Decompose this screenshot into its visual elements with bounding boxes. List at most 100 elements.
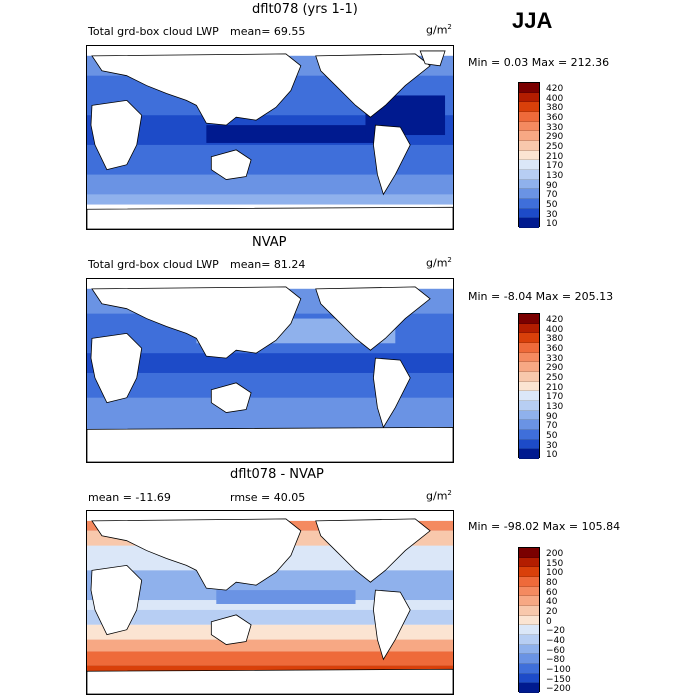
panel-1-map [86, 45, 454, 230]
panel-3-colorbar-swatch [519, 567, 539, 577]
panel-2-colorbar-swatch [519, 391, 539, 401]
panel-3-landmass-eurasia [91, 518, 302, 591]
panel-2-colorbar-tick: 360 [546, 344, 564, 354]
panel-2-mean: mean= 81.24 [230, 258, 306, 271]
panel-3-colorbar-swatch [519, 644, 539, 655]
panel-3-units: g/m2 [426, 489, 452, 503]
panel-3-landmass-australia [210, 614, 252, 645]
panel-2-colorbar-tick: 400 [546, 324, 564, 335]
panel-1-colorbar-tick: 70 [546, 190, 558, 201]
panel-1-colorbar-swatch [519, 131, 539, 141]
panel-1-colorbar-tick: 380 [546, 103, 564, 114]
panel-2-colorbar-tick: 380 [546, 334, 564, 345]
season-label: JJA [512, 8, 553, 33]
panel-1-colorbar-tick: 420 [546, 84, 564, 94]
panel-3-colorbar-tick: −20 [546, 626, 565, 637]
panel-3-colorbar-tick: 100 [546, 568, 564, 579]
panel-2-colorbar-swatch [519, 400, 539, 411]
panel-1-colorbar-tick: 170 [546, 161, 564, 172]
panel-2-colorbar-swatch [519, 362, 539, 372]
panel-2-colorbar-swatch [519, 371, 539, 382]
panel-2-colorbar-tick: 420 [546, 315, 564, 325]
panel-2-colorbar-tick: 290 [546, 363, 564, 374]
panel-3-map [86, 510, 454, 695]
panel-1-colorbar-swatch [519, 189, 539, 199]
panel-2-colorbar-swatch [519, 352, 539, 363]
panel-3-landmass-north-america [315, 518, 431, 583]
panel-3-colorbar-swatch [519, 673, 539, 684]
panel-2-colorbar-tick: 130 [546, 402, 564, 412]
panel-3-mean: mean = -11.69 [88, 491, 171, 504]
panel-1-title: dflt078 (yrs 1-1) [252, 2, 358, 17]
panel-2-colorbar-swatch [519, 439, 539, 450]
panel-3-colorbar-tick: −200 [546, 684, 571, 695]
panel-2-landmass-north-america [315, 286, 431, 351]
panel-3-landmass-south-america [373, 589, 411, 661]
panel-3-colorbar-tick: 150 [546, 558, 564, 569]
panel-2-colorbar-tick: 30 [546, 440, 558, 451]
panel-1-landmass-south-america [373, 124, 411, 196]
panel-3-colorbar-swatch [519, 663, 539, 674]
panel-3-colorbar-tick: −60 [546, 645, 565, 656]
panel-1-colorbar-swatch [519, 169, 539, 180]
panel-1-colorbar-tick: 90 [546, 180, 558, 191]
panel-3-colorbar [518, 547, 540, 693]
panel-2-landmass-africa [90, 332, 143, 404]
panel-2-landmass-south-america [373, 357, 411, 429]
panel-1-colorbar-tick: 210 [546, 151, 564, 162]
panel-1-colorbar-swatch [519, 140, 539, 151]
panel-2-colorbar-swatch [519, 333, 539, 343]
panel-1-colorbar-tick: 360 [546, 113, 564, 123]
panel-3-landmass-antarctica [87, 668, 453, 694]
panel-2-colorbar-swatch [519, 323, 539, 334]
panel-2-colorbar-swatch [519, 429, 539, 440]
panel-1-colorbar-tick: 330 [546, 122, 564, 133]
panel-2-colorbar-tick: 170 [546, 392, 564, 403]
panel-1-colorbar-swatch [519, 111, 539, 122]
panel-2-colorbar-tick: 330 [546, 353, 564, 364]
panel-1-colorbar-tick: 290 [546, 132, 564, 143]
panel-3-colorbar-tick: −40 [546, 636, 565, 646]
panel-3-colorbar-swatch [519, 615, 539, 626]
panel-3-colorbar-swatch [519, 605, 539, 616]
panel-3-colorbar-tick: −100 [546, 665, 571, 675]
panel-1-colorbar-swatch [519, 218, 539, 228]
panel-3-colorbar-swatch [519, 557, 539, 568]
panel-1-min-max: Min = 0.03 Max = 212.36 [468, 56, 610, 69]
panel-2-units: g/m2 [426, 256, 452, 270]
panel-1-landmass-eurasia [91, 53, 302, 126]
panel-1-colorbar-swatch [519, 208, 539, 219]
panel-3-colorbar-swatch [519, 548, 539, 558]
panel-3-colorbar-swatch [519, 654, 539, 664]
panel-2-colorbar-swatch [519, 314, 539, 324]
panel-3-colorbar-tick: 20 [546, 607, 558, 617]
panel-2-colorbar-swatch [519, 410, 539, 421]
panel-3-rmse: rmse = 40.05 [230, 491, 306, 504]
panel-1-colorbar-swatch [519, 160, 539, 170]
panel-2-title: NVAP [252, 235, 287, 250]
panel-2-colorbar-tick: 70 [546, 421, 558, 432]
panel-1-landmass-africa [90, 99, 143, 171]
panel-3-min-max: Min = -98.02 Max = 105.84 [468, 520, 621, 533]
panel-2-colorbar-tick: 90 [546, 411, 558, 422]
panel-2-variable-label: Total grd-box cloud LWP [88, 258, 219, 271]
panel-2-min-max: Min = -8.04 Max = 205.13 [468, 290, 614, 303]
panel-3-colorbar-swatch [519, 625, 539, 635]
panel-3-colorbar-swatch [519, 634, 539, 645]
panel-2-colorbar-tick: 10 [546, 450, 558, 461]
panel-1-units: g/m2 [426, 23, 452, 37]
panel-1-landmass-north-america [315, 53, 431, 118]
panel-1-colorbar-tick: 130 [546, 171, 564, 181]
panel-2-landmass-eurasia [91, 286, 302, 359]
panel-1-mean: mean= 69.55 [230, 25, 306, 38]
panel-3-colorbar-swatch [519, 596, 539, 606]
panel-3-colorbar-tick: −150 [546, 674, 571, 685]
panel-1-colorbar-swatch [519, 92, 539, 103]
panel-1-colorbar-swatch [519, 198, 539, 209]
panel-3-colorbar-swatch [519, 576, 539, 587]
panel-1-colorbar-tick: 30 [546, 209, 558, 220]
panel-2-colorbar-tick: 250 [546, 373, 564, 383]
panel-1-landmass-antarctica [87, 206, 453, 229]
panel-1-colorbar [518, 82, 540, 228]
panel-1-colorbar-swatch [519, 102, 539, 112]
